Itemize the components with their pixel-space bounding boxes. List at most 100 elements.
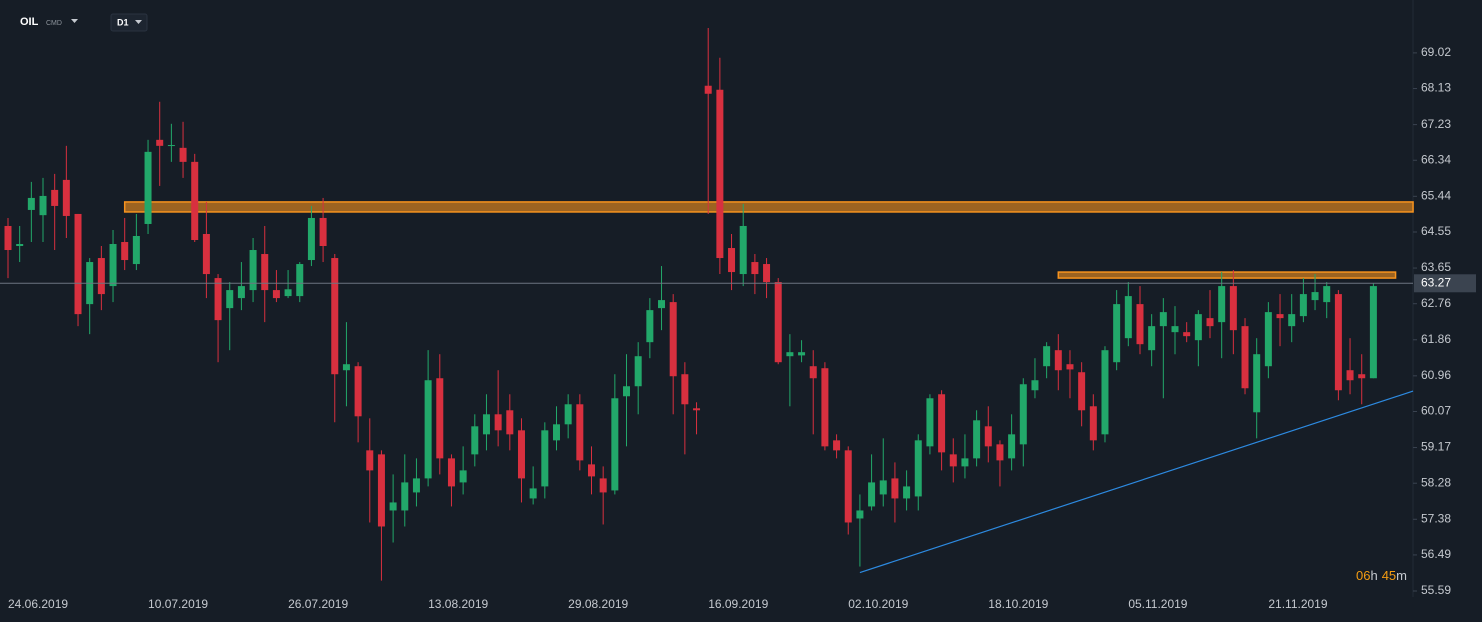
candle-body bbox=[623, 386, 631, 397]
candle-body bbox=[471, 426, 479, 455]
countdown-minutes: 45 bbox=[1382, 568, 1396, 583]
candle-body bbox=[109, 244, 117, 287]
x-tick-label: 26.07.2019 bbox=[288, 597, 348, 611]
candle-body bbox=[296, 264, 304, 297]
y-tick-label: 68.13 bbox=[1421, 81, 1451, 95]
candle-body bbox=[1334, 294, 1342, 391]
candle-body bbox=[891, 478, 899, 499]
candle-body bbox=[179, 147, 187, 162]
candle-body bbox=[412, 478, 420, 493]
candle-body bbox=[552, 424, 560, 441]
candle-body bbox=[1323, 286, 1331, 303]
candle-body bbox=[447, 458, 455, 487]
candle-body bbox=[984, 426, 992, 447]
candle-body bbox=[751, 262, 759, 275]
candle-body bbox=[1066, 364, 1074, 370]
y-tick-label: 66.34 bbox=[1421, 152, 1451, 166]
candle-body bbox=[97, 258, 105, 295]
candle-body bbox=[1229, 286, 1237, 331]
candle-body bbox=[342, 364, 350, 371]
current-price-box bbox=[1414, 274, 1476, 293]
y-tick-label: 69.02 bbox=[1421, 45, 1451, 59]
candle-body bbox=[844, 450, 852, 523]
candle-body bbox=[16, 244, 24, 247]
dropdown-arrow[interactable] bbox=[71, 19, 78, 23]
candle-body bbox=[1124, 296, 1132, 339]
candle-body bbox=[996, 444, 1004, 461]
candle-body bbox=[856, 510, 864, 519]
candle-body bbox=[681, 374, 689, 405]
candle-body bbox=[949, 454, 957, 467]
candle-body bbox=[4, 225, 12, 251]
candle-body bbox=[529, 488, 537, 499]
candle-body bbox=[1299, 294, 1307, 317]
candle-body bbox=[588, 464, 595, 477]
countdown: 06h 45m bbox=[1356, 568, 1407, 583]
x-tick-label: 10.07.2019 bbox=[148, 597, 208, 611]
candle-body bbox=[506, 410, 514, 435]
interval-button[interactable] bbox=[110, 13, 148, 32]
x-tick-label: 05.11.2019 bbox=[1128, 597, 1187, 611]
candle-body bbox=[459, 470, 467, 483]
candle-body bbox=[1241, 326, 1249, 389]
x-tick-label: 29.08.2019 bbox=[568, 597, 628, 611]
x-tick-label: 02.10.2019 bbox=[848, 597, 908, 611]
y-tick-label: 62.76 bbox=[1421, 296, 1451, 310]
candle-body bbox=[121, 242, 129, 261]
candle-body bbox=[1276, 314, 1284, 319]
candle-body bbox=[611, 398, 619, 491]
candle-body bbox=[646, 310, 654, 343]
y-tick-label: 67.23 bbox=[1421, 117, 1451, 131]
market: CMD bbox=[46, 20, 62, 27]
candle-body bbox=[202, 233, 210, 275]
candle-body bbox=[1148, 326, 1156, 351]
x-tick-label: 24.06.2019 bbox=[8, 597, 68, 611]
candle-body bbox=[284, 289, 292, 297]
candle-body bbox=[879, 480, 887, 495]
candle-body bbox=[1253, 354, 1261, 413]
candle-body bbox=[62, 179, 70, 216]
y-tick-label: 59.17 bbox=[1421, 440, 1451, 454]
candle-body bbox=[1019, 384, 1027, 445]
candle-body bbox=[51, 189, 59, 206]
candle-body bbox=[669, 302, 677, 377]
y-tick-label: 65.44 bbox=[1421, 189, 1451, 203]
candle-body bbox=[1101, 350, 1109, 435]
candle-body bbox=[833, 440, 841, 451]
candle-body bbox=[541, 430, 549, 487]
candle-body bbox=[1136, 304, 1144, 345]
candle-body bbox=[938, 394, 946, 453]
candle-body bbox=[1008, 434, 1016, 459]
candle-body bbox=[319, 217, 327, 247]
candle-body bbox=[809, 366, 817, 379]
trendline bbox=[859, 390, 1414, 574]
candle-body bbox=[494, 414, 502, 431]
dropdown-arrow[interactable] bbox=[135, 20, 142, 24]
candle-body bbox=[1346, 370, 1354, 381]
x-tick-label: 21.11.2019 bbox=[1268, 597, 1327, 611]
y-tick-label: 58.28 bbox=[1421, 475, 1451, 489]
current-price-label: 63.27 bbox=[1421, 275, 1451, 289]
plot bbox=[4, 28, 1414, 581]
candle-body bbox=[973, 420, 981, 459]
candle-body bbox=[144, 151, 152, 224]
candle-body bbox=[1264, 312, 1272, 367]
candle-body bbox=[576, 404, 584, 461]
candle-body bbox=[237, 286, 245, 299]
candle-body bbox=[704, 85, 712, 94]
y-tick-label: 60.96 bbox=[1421, 368, 1451, 382]
candle-body bbox=[1194, 314, 1202, 341]
y-tick-label: 55.59 bbox=[1421, 583, 1451, 597]
candle-body bbox=[1288, 314, 1296, 327]
candle-body bbox=[786, 352, 794, 357]
countdown-hours: 06 bbox=[1356, 568, 1370, 583]
candle-body bbox=[331, 258, 339, 375]
candle-body bbox=[798, 352, 806, 356]
candle-body bbox=[914, 440, 922, 497]
symbol: OIL bbox=[20, 16, 39, 28]
candle-body bbox=[634, 356, 642, 387]
candle-body bbox=[517, 430, 525, 479]
candle-body bbox=[658, 300, 666, 309]
